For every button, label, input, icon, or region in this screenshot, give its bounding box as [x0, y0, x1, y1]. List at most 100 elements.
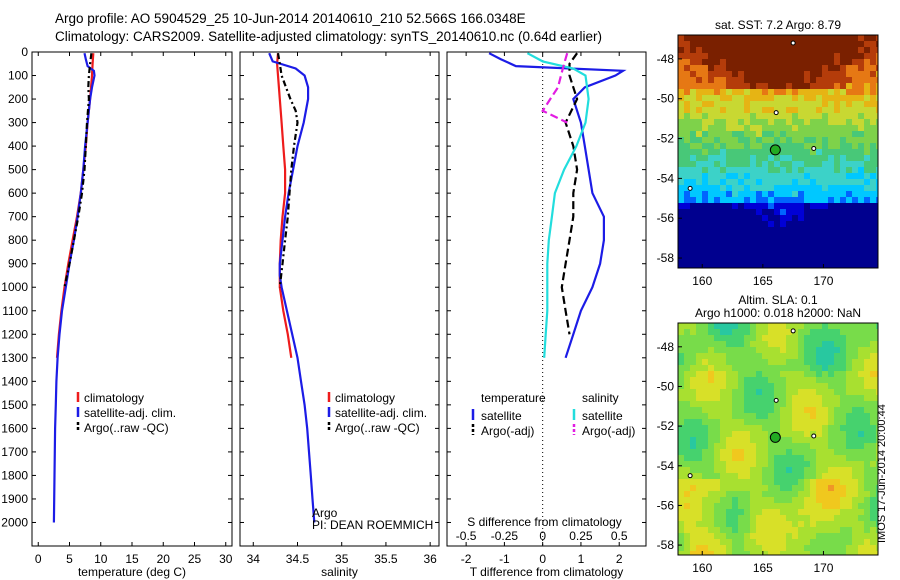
- heat-cell: [798, 257, 805, 264]
- heat-cell: [744, 215, 751, 222]
- heat-cell: [816, 245, 823, 252]
- heat-cell: [810, 125, 817, 132]
- heat-cell: [768, 137, 775, 144]
- heat-cell: [852, 419, 859, 426]
- heat-cell: [756, 539, 763, 546]
- heat-cell: [762, 395, 769, 402]
- heat-cell: [798, 413, 805, 420]
- heat-cell: [732, 191, 739, 198]
- heat-cell: [858, 65, 865, 72]
- heat-cell: [708, 341, 715, 348]
- heat-cell: [858, 371, 865, 378]
- heat-cell: [696, 77, 703, 84]
- heat-cell: [690, 443, 697, 450]
- heat-cell: [726, 59, 733, 66]
- heat-cell: [786, 329, 793, 336]
- heat-cell: [846, 395, 853, 402]
- heat-cell: [798, 371, 805, 378]
- heat-cell: [714, 35, 721, 42]
- heat-cell: [816, 209, 823, 216]
- heat-cell: [840, 443, 847, 450]
- heat-cell: [810, 407, 817, 414]
- heat-cell: [822, 65, 829, 72]
- heat-cell: [756, 179, 763, 186]
- heat-cell: [876, 53, 879, 60]
- heat-cell: [720, 125, 727, 132]
- heat-cell: [714, 407, 721, 414]
- heat-cell: [708, 35, 715, 42]
- heat-cell: [780, 431, 787, 438]
- x-tick-label: 0: [35, 552, 42, 566]
- heat-cell: [726, 437, 733, 444]
- heat-cell: [810, 77, 817, 84]
- x-tick-label: 10: [94, 552, 108, 566]
- heat-cell: [738, 173, 745, 180]
- heat-cell: [744, 509, 751, 516]
- heat-cell: [726, 197, 733, 204]
- heat-cell: [768, 245, 775, 252]
- heat-cell: [732, 173, 739, 180]
- heat-cell: [726, 221, 733, 228]
- heat-cell: [834, 335, 841, 342]
- y-tick-label: 300: [8, 116, 28, 130]
- heat-cell: [876, 413, 879, 420]
- heat-cell: [696, 449, 703, 456]
- heat-cell: [792, 197, 799, 204]
- heat-cell: [762, 539, 769, 546]
- heat-cell: [798, 479, 805, 486]
- heat-cell: [690, 251, 697, 258]
- heat-cell: [762, 107, 769, 114]
- argo-float-marker: [769, 144, 781, 156]
- heat-cell: [828, 323, 835, 330]
- heat-cell: [708, 149, 715, 156]
- heat-cell: [810, 227, 817, 234]
- heat-cell: [786, 101, 793, 108]
- heat-cell: [708, 335, 715, 342]
- heat-cell: [840, 107, 847, 114]
- heat-cell: [774, 215, 781, 222]
- heat-cell: [810, 101, 817, 108]
- heat-cell: [834, 215, 841, 222]
- heat-cell: [834, 503, 841, 510]
- heat-cell: [690, 65, 697, 72]
- heat-cell: [696, 335, 703, 342]
- heat-cell: [810, 359, 817, 366]
- heat-cell: [732, 383, 739, 390]
- heat-cell: [786, 353, 793, 360]
- heat-cell: [852, 83, 859, 90]
- heat-cell: [744, 203, 751, 210]
- heat-cell: [714, 455, 721, 462]
- heat-cell: [864, 113, 871, 120]
- heat-cell: [768, 497, 775, 504]
- heat-cell: [762, 491, 769, 498]
- island-marker: [790, 40, 796, 46]
- heat-cell: [840, 551, 847, 556]
- heat-cell: [792, 185, 799, 192]
- heat-cell: [756, 83, 763, 90]
- x-tick-label: 36: [423, 552, 437, 566]
- heat-cell: [690, 83, 697, 90]
- heat-cell: [720, 353, 727, 360]
- heat-cell: [714, 503, 721, 510]
- heat-cell: [768, 143, 775, 150]
- heat-cell: [756, 443, 763, 450]
- heat-cell: [798, 431, 805, 438]
- heat-cell: [678, 539, 685, 546]
- heat-cell: [822, 95, 829, 102]
- heat-cell: [822, 335, 829, 342]
- heat-cell: [714, 59, 721, 66]
- heat-cell: [876, 359, 879, 366]
- heat-cell: [858, 479, 865, 486]
- heat-cell: [708, 323, 715, 330]
- heat-cell: [708, 239, 715, 246]
- heat-cell: [774, 455, 781, 462]
- heat-cell: [816, 221, 823, 228]
- heat-cell: [762, 497, 769, 504]
- heat-cell: [726, 47, 733, 54]
- heat-cell: [780, 137, 787, 144]
- heat-cell: [804, 239, 811, 246]
- heat-cell: [840, 71, 847, 78]
- heat-cell: [846, 89, 853, 96]
- sla_map-title: Altim. SLA: 0.1: [738, 293, 818, 307]
- heat-cell: [840, 431, 847, 438]
